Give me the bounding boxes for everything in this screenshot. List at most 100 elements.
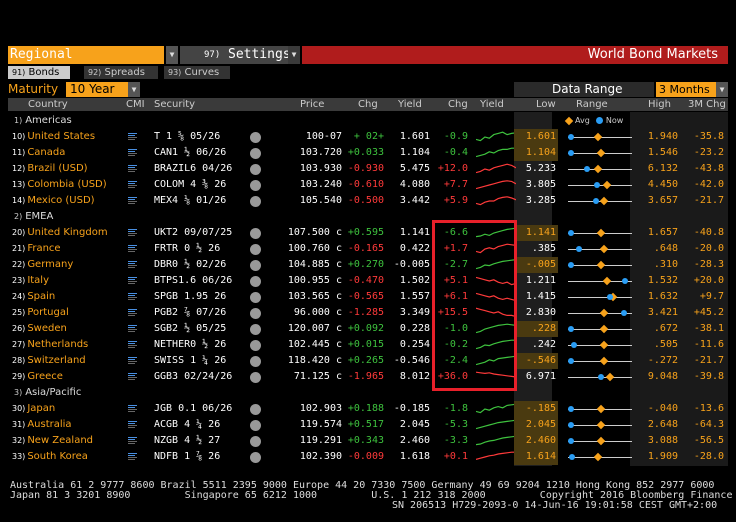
- country-name[interactable]: 29) Greece: [12, 369, 63, 385]
- tab-curves[interactable]: 93) Curves: [164, 66, 230, 79]
- table-row[interactable]: 28) Switzerland SWISS 1 ¼ 26 118.420 c +0.26…: [8, 353, 728, 369]
- security-name[interactable]: SPGB 1.95 26: [154, 291, 227, 302]
- expand-chevron-icon[interactable]: [250, 340, 261, 351]
- expand-chevron-icon[interactable]: [250, 308, 261, 319]
- table-row[interactable]: 10) United States T 1 ⅝ 05/26 100-07 + 02+ 1.…: [8, 129, 728, 145]
- col-country[interactable]: Country: [28, 99, 68, 110]
- table-row[interactable]: 21) France FRTR 0 ½ 26 100.760 c -0.165 0.422…: [8, 241, 728, 257]
- security-name[interactable]: CAN1 ½ 06/26: [154, 147, 227, 158]
- country-name[interactable]: 32) New Zealand: [12, 433, 93, 449]
- col-range[interactable]: Range: [576, 99, 608, 110]
- country-name[interactable]: 26) Sweden: [12, 321, 67, 337]
- data-range-dropdown-arrow-icon[interactable]: ▼: [716, 82, 728, 97]
- col-security[interactable]: Security: [154, 99, 196, 110]
- security-name[interactable]: DBR0 ½ 02/26: [154, 259, 227, 270]
- expand-chevron-icon[interactable]: [250, 260, 261, 271]
- security-name[interactable]: COLOM 4 ⅜ 26: [154, 179, 227, 190]
- table-row[interactable]: 14) Mexico (USD) MEX4 ⅛ 01/26 105.540 -0.500…: [8, 193, 728, 209]
- country-name[interactable]: 24) Spain: [12, 289, 55, 305]
- col-yield-chg[interactable]: Chg: [448, 99, 468, 110]
- country-name[interactable]: 31) Australia: [12, 417, 72, 433]
- col-chg[interactable]: Chg: [358, 99, 378, 110]
- security-name[interactable]: NETHER0 ½ 26: [154, 339, 227, 350]
- range-bar: [568, 369, 634, 385]
- col-yield[interactable]: Yield: [398, 99, 422, 110]
- country-name[interactable]: 23) Italy: [12, 273, 49, 289]
- settings-dropdown-arrow-icon[interactable]: ▼: [288, 46, 300, 64]
- security-name[interactable]: SGB2 ½ 05/25: [154, 323, 227, 334]
- col-high[interactable]: High: [648, 99, 671, 110]
- col-low[interactable]: Low: [536, 99, 556, 110]
- expand-chevron-icon[interactable]: [250, 132, 261, 143]
- table-row[interactable]: 26) Sweden SGB2 ½ 05/25 120.007 c +0.092 0.22…: [8, 321, 728, 337]
- table-row[interactable]: 31) Australia ACGB 4 ¼ 26 119.574 +0.517 2.04…: [8, 417, 728, 433]
- table-row[interactable]: 24) Spain SPGB 1.95 26 103.565 c -0.565 1.557…: [8, 289, 728, 305]
- view-dropdown-arrow-icon[interactable]: ▼: [166, 46, 178, 64]
- expand-chevron-icon[interactable]: [250, 180, 261, 191]
- country-name[interactable]: 20) United Kingdom: [12, 225, 108, 241]
- country-name[interactable]: 33) South Korea: [12, 449, 88, 465]
- settings-button[interactable]: 97) Settings: [180, 46, 296, 64]
- security-name[interactable]: MEX4 ⅛ 01/26: [154, 195, 227, 206]
- country-name[interactable]: 12) Brazil (USD): [12, 161, 88, 177]
- security-name[interactable]: UKT2 09/07/25: [154, 227, 233, 238]
- security-name[interactable]: NZGB 4 ½ 27: [154, 435, 221, 446]
- country-name[interactable]: 22) Germany: [12, 257, 73, 273]
- table-row[interactable]: 30) Japan JGB 0.1 06/26 102.903 +0.188 -0.185…: [8, 401, 728, 417]
- table-row[interactable]: 22) Germany DBR0 ½ 02/26 104.885 c +0.270 -0.…: [8, 257, 728, 273]
- country-name[interactable]: 14) Mexico (USD): [12, 193, 95, 209]
- col-yield-chart[interactable]: Yield: [480, 99, 504, 110]
- table-row[interactable]: 20) United Kingdom UKT2 09/07/25 107.500 c +…: [8, 225, 728, 241]
- table-row[interactable]: 11) Canada CAN1 ½ 06/26 103.720 +0.033 1.104 -…: [8, 145, 728, 161]
- col-cmi[interactable]: CMI: [126, 99, 145, 110]
- security-name[interactable]: ACGB 4 ¼ 26: [154, 419, 221, 430]
- expand-chevron-icon[interactable]: [250, 228, 261, 239]
- tab-spreads[interactable]: 92) Spreads: [84, 66, 158, 79]
- expand-chevron-icon[interactable]: [250, 244, 261, 255]
- expand-chevron-icon[interactable]: [250, 196, 261, 207]
- security-name[interactable]: T 1 ⅝ 05/26: [154, 131, 221, 142]
- maturity-dropdown-arrow-icon[interactable]: ▼: [128, 82, 140, 97]
- expand-chevron-icon[interactable]: [250, 164, 261, 175]
- security-name[interactable]: BRAZIL6 04/26: [154, 163, 233, 174]
- security-name[interactable]: JGB 0.1 06/26: [154, 403, 233, 414]
- security-name[interactable]: SWISS 1 ¼ 26: [154, 355, 227, 366]
- security-name[interactable]: PGB2 ⅞ 07/26: [154, 307, 227, 318]
- country-name[interactable]: 21) France: [12, 241, 61, 257]
- view-select[interactable]: Regional: [8, 46, 164, 64]
- expand-chevron-icon[interactable]: [250, 404, 261, 415]
- table-row[interactable]: 13) Colombia (USD) COLOM 4 ⅜ 26 103.240 -0.6…: [8, 177, 728, 193]
- col-price[interactable]: Price: [300, 99, 325, 110]
- table-row[interactable]: 23) Italy BTPS1.6 06/26 100.955 c -0.470 1.50…: [8, 273, 728, 289]
- country-name[interactable]: 25) Portugal: [12, 305, 69, 321]
- security-name[interactable]: GGB3 02/24/26: [154, 371, 233, 382]
- expand-chevron-icon[interactable]: [250, 148, 261, 159]
- security-name[interactable]: BTPS1.6 06/26: [154, 275, 233, 286]
- expand-chevron-icon[interactable]: [250, 292, 261, 303]
- expand-chevron-icon[interactable]: [250, 420, 261, 431]
- security-name[interactable]: NDFB 1 ⅞ 26: [154, 451, 221, 462]
- expand-chevron-icon[interactable]: [250, 356, 261, 367]
- country-name[interactable]: 10) United States: [12, 129, 95, 145]
- table-row[interactable]: 32) New Zealand NZGB 4 ½ 27 119.291 +0.343 2.…: [8, 433, 728, 449]
- tab-bonds[interactable]: 91) Bonds: [8, 66, 70, 79]
- col-3m-chg[interactable]: 3M Chg: [688, 99, 726, 110]
- maturity-select[interactable]: 10 Year: [66, 82, 128, 97]
- country-name[interactable]: 30) Japan: [12, 401, 55, 417]
- table-row[interactable]: 12) Brazil (USD) BRAZIL6 04/26 103.930 -0.93…: [8, 161, 728, 177]
- expand-chevron-icon[interactable]: [250, 324, 261, 335]
- country-name[interactable]: 11) Canada: [12, 145, 65, 161]
- expand-chevron-icon[interactable]: [250, 372, 261, 383]
- table-row[interactable]: 33) South Korea NDFB 1 ⅞ 26 102.390 -0.009 1.…: [8, 449, 728, 465]
- country-name[interactable]: 28) Switzerland: [12, 353, 86, 369]
- expand-chevron-icon[interactable]: [250, 436, 261, 447]
- expand-chevron-icon[interactable]: [250, 276, 261, 287]
- expand-chevron-icon[interactable]: [250, 452, 261, 463]
- data-range-select[interactable]: 3 Months: [656, 82, 716, 97]
- country-name[interactable]: 27) Netherlands: [12, 337, 88, 353]
- country-name[interactable]: 13) Colombia (USD): [12, 177, 107, 193]
- security-name[interactable]: FRTR 0 ½ 26: [154, 243, 221, 254]
- table-row[interactable]: 29) Greece GGB3 02/24/26 71.125 c -1.965 8.01…: [8, 369, 728, 385]
- table-row[interactable]: 27) Netherlands NETHER0 ½ 26 102.445 c +0.01…: [8, 337, 728, 353]
- table-row[interactable]: 25) Portugal PGB2 ⅞ 07/26 96.000 c -1.285 3.3…: [8, 305, 728, 321]
